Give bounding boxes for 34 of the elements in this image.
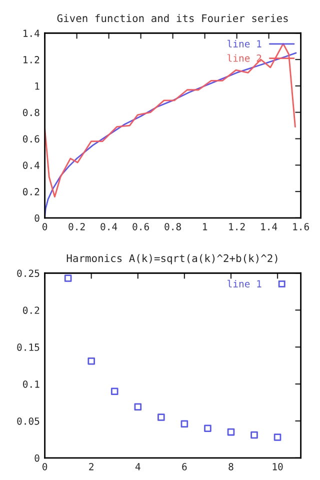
x-tick-label: 4	[135, 463, 140, 470]
y-tick-label: 0.05	[17, 417, 40, 425]
legend-label: line 2	[228, 54, 262, 62]
y-tick-label: 0.8	[23, 108, 40, 116]
x-tick-label: 1.6	[293, 223, 309, 230]
x-tick-label: 1	[203, 223, 208, 230]
y-tick-label: 0	[34, 454, 40, 462]
y-tick-label: 1.2	[24, 56, 40, 64]
y-tick-label: 0.4	[23, 162, 40, 169]
x-tick-label: 10	[272, 463, 283, 470]
x-tick-label: 0	[42, 463, 48, 470]
x-tick-label: 6	[182, 463, 187, 470]
y-tick-label: 0.2	[23, 188, 40, 196]
y-tick-label: 0	[34, 214, 40, 222]
x-tick-label: 0.6	[132, 223, 149, 230]
x-tick-label: 0.4	[100, 223, 118, 230]
x-tick-label: 2	[89, 463, 94, 470]
y-tick-label: 1.4	[24, 30, 40, 37]
y-tick-label: 0.2	[23, 306, 40, 314]
y-tick-label: 0.15	[17, 344, 40, 351]
x-tick-label: 0.8	[164, 223, 181, 230]
x-tick-label: 1.2	[229, 223, 245, 230]
chart-title: Given function and its Fourier series	[57, 14, 288, 22]
y-tick-label: 1	[35, 82, 40, 90]
y-tick-label: 0.6	[23, 135, 40, 143]
chart-title: Harmonics A(k)=sqrt(a(k)^2+b(k)^2)	[66, 254, 278, 264]
y-tick-label: 0.25	[17, 270, 40, 277]
legend-label: line 1	[228, 40, 262, 48]
x-tick-label: 0.2	[68, 223, 85, 230]
y-tick-label: 0.1	[23, 380, 40, 388]
x-tick-label: 8	[228, 463, 234, 470]
x-tick-label: 0	[42, 223, 48, 230]
x-tick-label: 1.4	[261, 223, 278, 230]
legend-label: line 1	[228, 280, 262, 288]
